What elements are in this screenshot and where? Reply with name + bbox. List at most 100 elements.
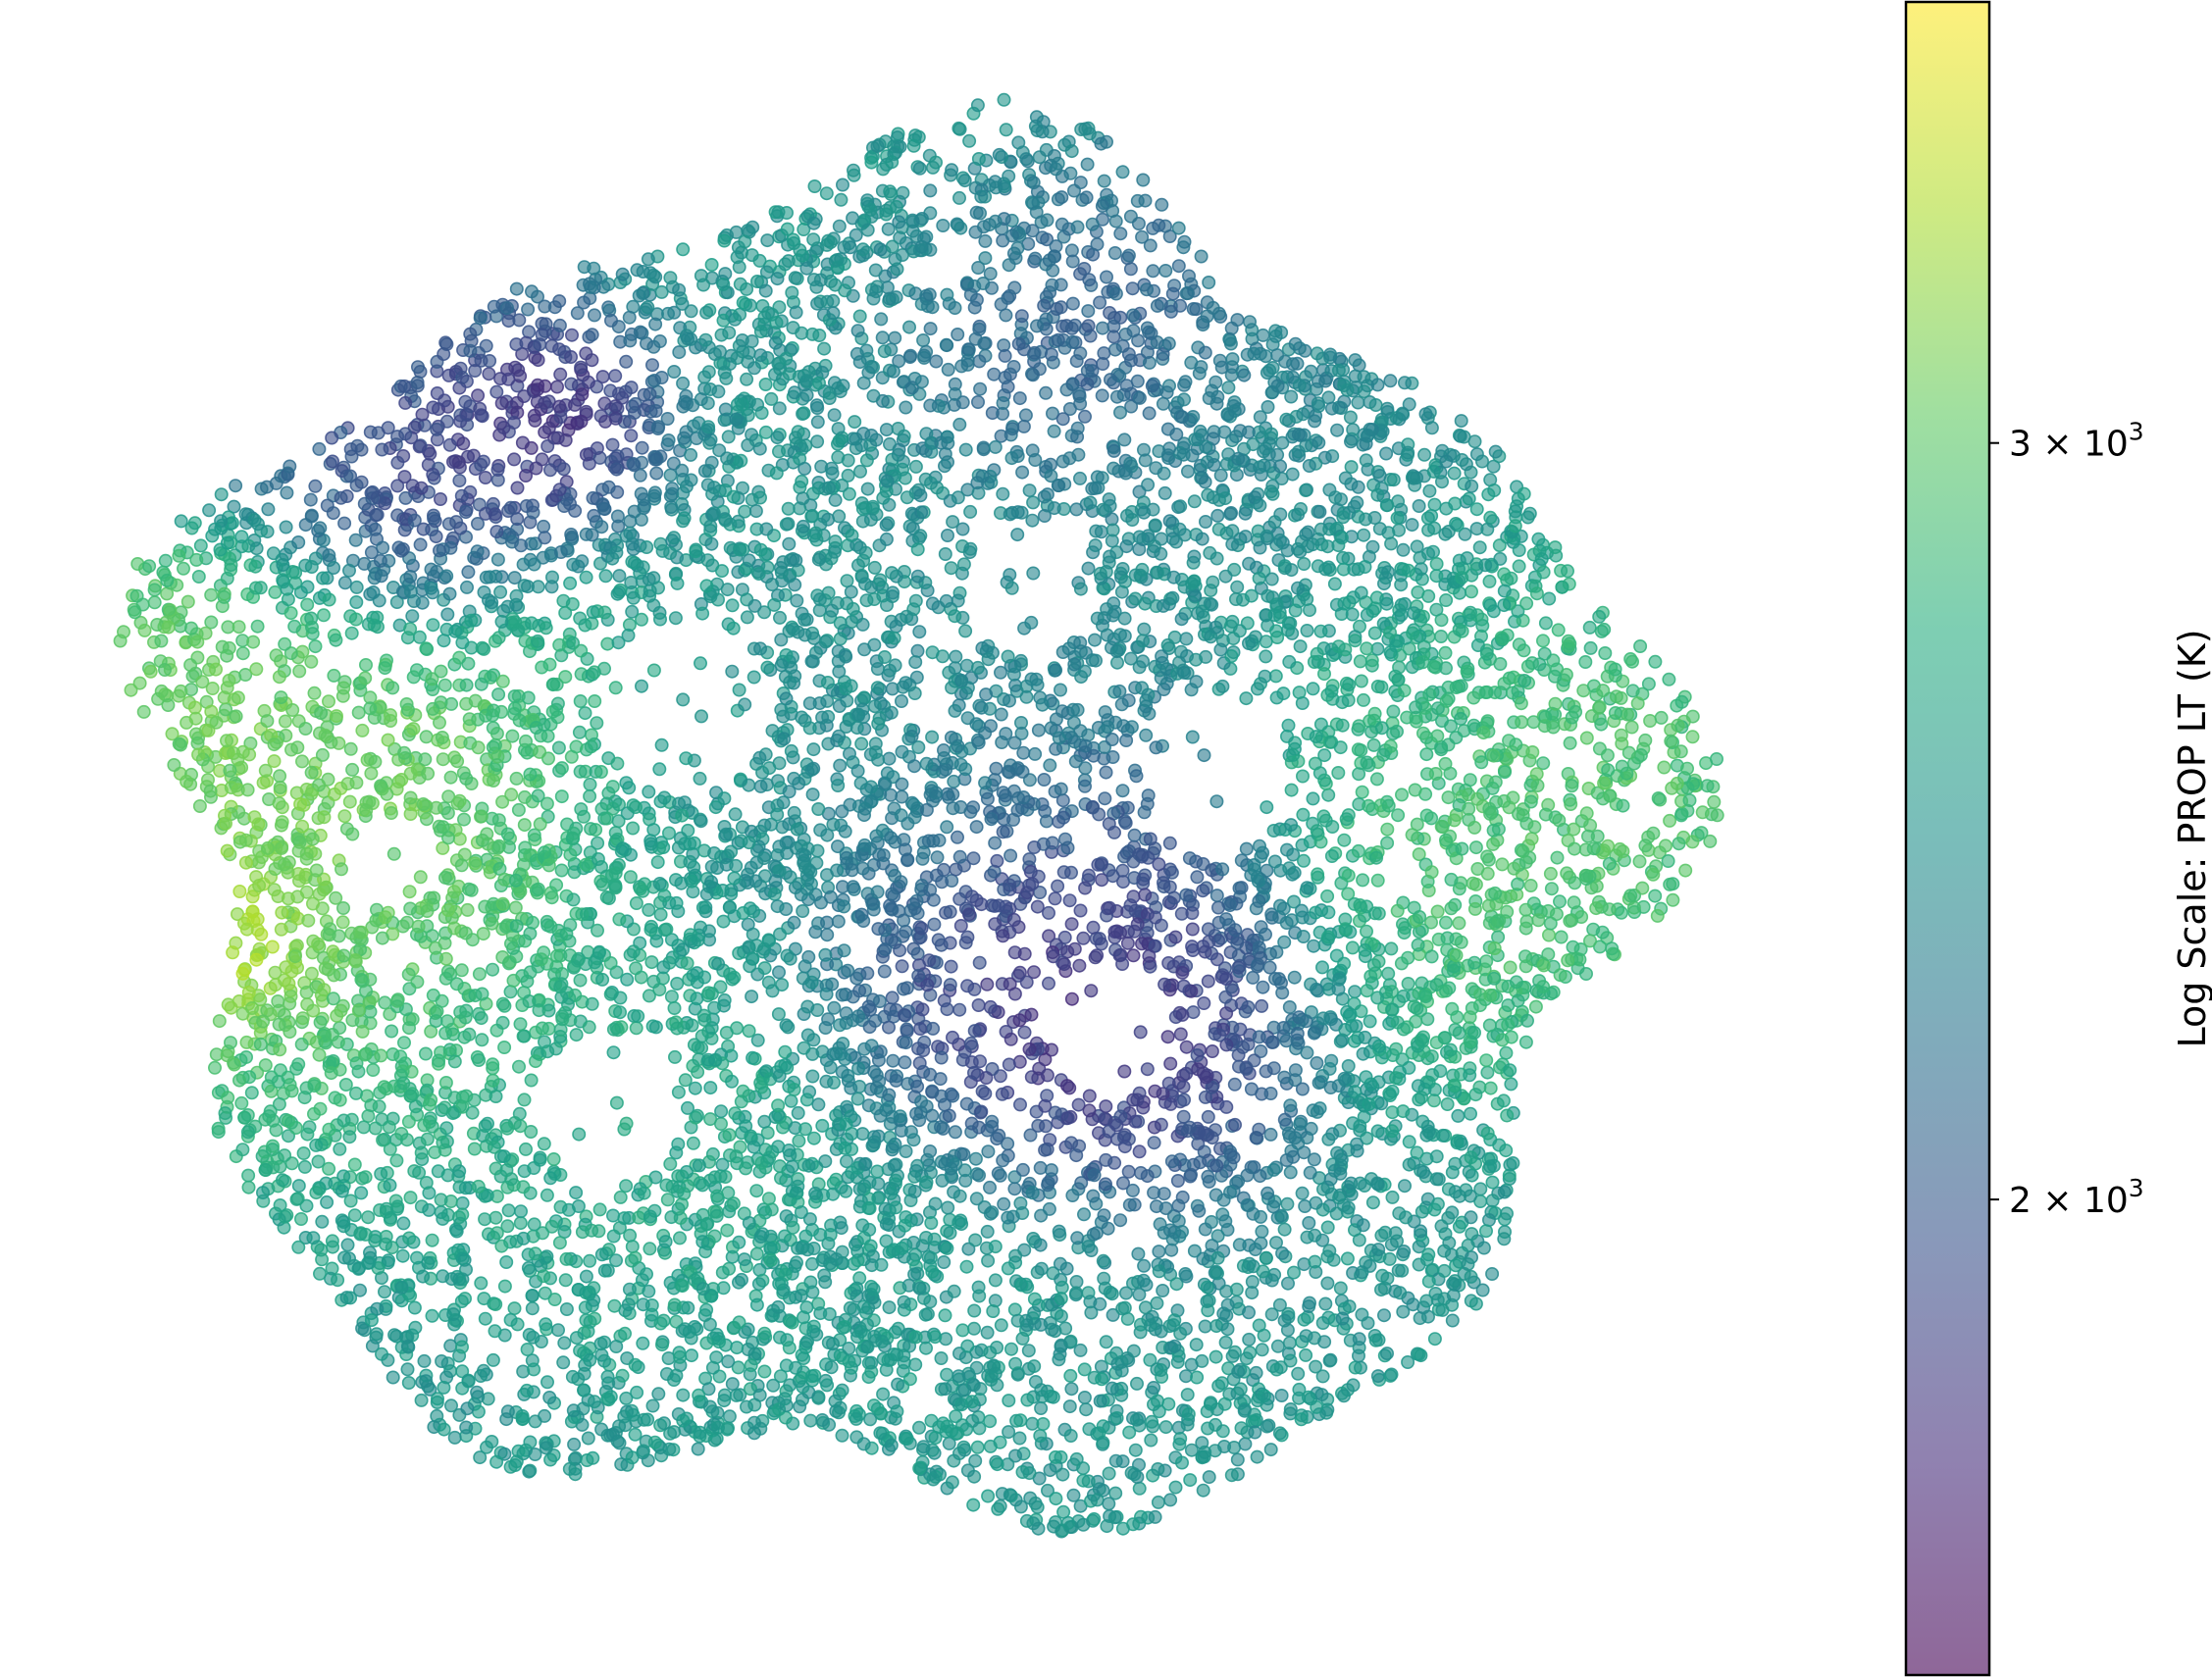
scatter-point — [1012, 1431, 1027, 1446]
scatter-point — [792, 1134, 806, 1148]
scatter-point — [1022, 483, 1037, 498]
scatter-point — [948, 703, 962, 718]
scatter-point — [1466, 690, 1481, 705]
scatter-point — [799, 1093, 814, 1107]
scatter-point — [1512, 542, 1526, 557]
scatter-point — [1345, 607, 1360, 622]
scatter-point — [250, 619, 265, 634]
scatter-point — [1445, 1313, 1460, 1328]
scatter-point — [1292, 1391, 1307, 1405]
scatter-point — [266, 546, 281, 561]
scatter-point — [923, 183, 938, 198]
scatter-point — [831, 450, 846, 465]
scatter-point — [663, 468, 678, 483]
scatter-point — [1073, 903, 1088, 918]
scatter-point — [336, 1219, 351, 1234]
scatter-point — [755, 944, 770, 959]
scatter-point — [537, 1137, 551, 1151]
scatter-point — [1113, 1213, 1128, 1228]
scatter-point — [540, 729, 555, 743]
scatter-point — [1264, 572, 1279, 586]
scatter-point — [1128, 591, 1143, 606]
scatter-point — [925, 160, 940, 175]
scatter-point — [1401, 976, 1415, 991]
scatter-point — [716, 1281, 731, 1296]
scatter-point — [963, 504, 978, 519]
scatter-point — [916, 332, 931, 347]
scatter-point — [642, 572, 656, 586]
scatter-point — [1414, 562, 1428, 577]
scatter-point — [650, 855, 665, 870]
scatter-point — [740, 610, 754, 625]
scatter-point — [852, 309, 867, 324]
scatter-point — [691, 1442, 705, 1456]
scatter-point — [1472, 540, 1487, 555]
scatter-point — [299, 985, 314, 999]
scatter-point — [1164, 1243, 1179, 1257]
scatter-point — [1187, 588, 1202, 603]
scatter-point — [971, 1280, 986, 1295]
scatter-point — [1194, 249, 1209, 264]
scatter-point — [1572, 952, 1587, 967]
scatter-point — [418, 1046, 433, 1061]
scatter-point — [959, 1259, 974, 1274]
scatter-point — [579, 857, 593, 872]
scatter-point — [1467, 434, 1482, 449]
scatter-point — [496, 1149, 511, 1164]
scatter-point — [1086, 920, 1101, 935]
scatter-point — [1447, 813, 1462, 828]
scatter-point — [1044, 1163, 1058, 1178]
scatter-point — [1343, 410, 1358, 425]
scatter-point — [791, 1105, 805, 1120]
scatter-point — [877, 649, 892, 664]
scatter-point — [657, 1245, 672, 1260]
scatter-point — [970, 1440, 985, 1454]
scatter-point — [1189, 1338, 1204, 1352]
scatter-point — [948, 386, 962, 401]
scatter-point — [376, 1133, 390, 1147]
scatter-point — [1069, 1451, 1084, 1466]
scatter-point — [1465, 584, 1479, 599]
scatter-point — [461, 565, 476, 580]
scatter-point — [972, 1054, 987, 1069]
scatter-point — [1565, 779, 1579, 793]
scatter-point — [1251, 682, 1265, 696]
scatter-point — [672, 345, 687, 360]
scatter-point — [511, 802, 526, 817]
scatter-point — [511, 1059, 526, 1074]
scatter-point — [819, 915, 834, 930]
scatter-point — [629, 961, 643, 976]
scatter-point — [1583, 640, 1598, 655]
scatter-point — [704, 859, 719, 874]
scatter-point — [885, 991, 900, 1005]
scatter-point — [1047, 1519, 1061, 1534]
scatter-point — [1364, 653, 1379, 668]
scatter-point — [716, 313, 731, 328]
scatter-point — [386, 1047, 400, 1062]
scatter-point — [1110, 655, 1125, 670]
scatter-point — [1283, 1402, 1298, 1417]
scatter-point — [1303, 1165, 1317, 1180]
scatter-point — [731, 514, 746, 529]
scatter-point — [729, 1388, 744, 1402]
scatter-point — [422, 1202, 437, 1217]
scatter-point — [439, 414, 454, 429]
scatter-point — [1205, 1044, 1219, 1059]
scatter-point — [419, 641, 434, 656]
scatter-point — [294, 754, 309, 769]
scatter-point — [1095, 388, 1109, 403]
scatter-point — [1176, 1080, 1191, 1094]
scatter-point — [1149, 740, 1163, 755]
scatter-point — [832, 219, 847, 233]
scatter-point — [595, 370, 610, 384]
scatter-point — [968, 1233, 983, 1247]
scatter-point — [1230, 580, 1245, 594]
scatter-point — [598, 569, 613, 584]
scatter-point — [1312, 504, 1327, 519]
scatter-point — [1095, 1372, 1109, 1387]
scatter-point — [1070, 1231, 1085, 1245]
scatter-point — [1064, 917, 1079, 932]
scatter-point — [693, 771, 707, 786]
scatter-point — [201, 773, 216, 788]
scatter-point — [749, 1246, 764, 1261]
